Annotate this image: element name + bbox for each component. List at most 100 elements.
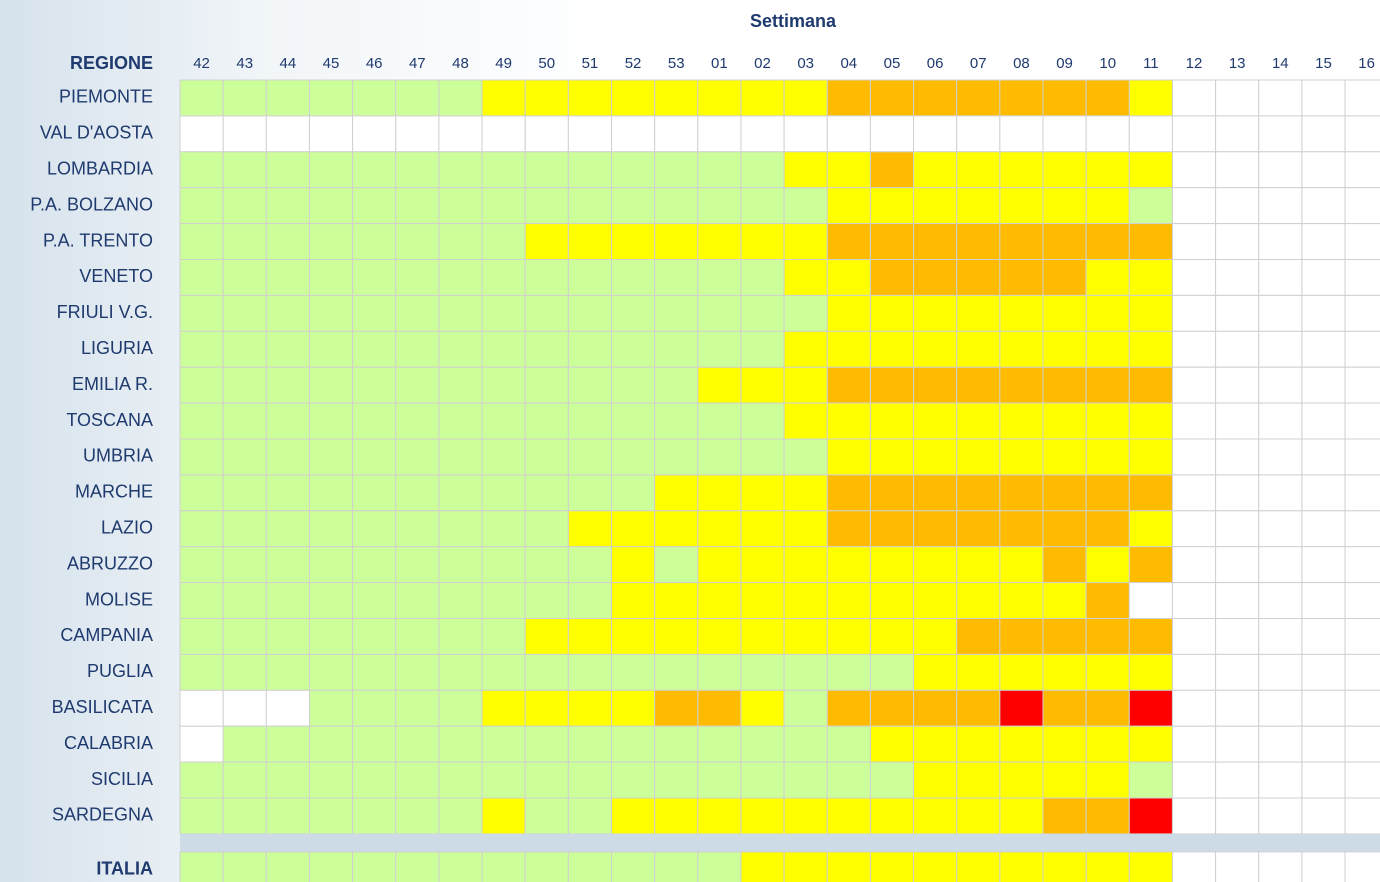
cell (179, 438, 224, 476)
cell (1301, 366, 1346, 404)
cell (352, 259, 397, 296)
cell (179, 761, 224, 799)
cell (1301, 618, 1346, 655)
cell (222, 474, 267, 512)
cell (1171, 653, 1217, 691)
cell (611, 851, 656, 882)
cell (438, 223, 483, 261)
cell (999, 689, 1044, 727)
cell (740, 725, 785, 763)
cell (1301, 582, 1346, 619)
cell (179, 187, 224, 225)
cell (395, 546, 440, 584)
cell (1128, 546, 1173, 584)
cell (1215, 761, 1260, 799)
column-label: 15 (1315, 55, 1332, 72)
cell (1042, 546, 1087, 584)
cell (395, 330, 440, 368)
cell (524, 330, 569, 368)
cell (222, 689, 267, 727)
cell (869, 582, 915, 619)
cell (567, 79, 612, 117)
cell (999, 330, 1044, 368)
cell (222, 618, 267, 655)
cell (956, 582, 1001, 619)
cell (1215, 689, 1260, 727)
cell (524, 618, 569, 655)
cell (395, 259, 440, 296)
cell (1215, 851, 1260, 882)
cell (308, 151, 354, 189)
cell (740, 510, 785, 548)
cell (783, 330, 828, 368)
cell (654, 851, 699, 882)
cell (1301, 115, 1346, 153)
cell (1344, 474, 1380, 512)
cell (481, 618, 526, 655)
cell (438, 187, 483, 225)
row-label: ABRUZZO (67, 553, 153, 573)
cell (567, 510, 612, 548)
cell (826, 294, 871, 332)
cell (352, 79, 397, 117)
cell (481, 294, 526, 332)
cell (783, 797, 828, 835)
cell (697, 582, 742, 619)
cell (395, 797, 440, 835)
cell (913, 851, 958, 882)
cell (1085, 582, 1130, 619)
cell (265, 259, 310, 296)
cell (1301, 851, 1346, 882)
cell (654, 797, 699, 835)
cell (1301, 187, 1346, 225)
cell (869, 438, 915, 476)
cell (913, 510, 958, 548)
cell (352, 725, 397, 763)
column-label: 10 (1099, 55, 1116, 72)
cell (783, 438, 828, 476)
row-label: EMILIA R. (72, 374, 153, 394)
cell (524, 546, 569, 584)
cell (999, 582, 1044, 619)
cell (611, 510, 656, 548)
cell (1215, 294, 1260, 332)
cell (1215, 618, 1260, 655)
cell (1085, 402, 1130, 440)
cell (222, 151, 267, 189)
cell (265, 402, 310, 440)
cell (395, 294, 440, 332)
cell (438, 546, 483, 584)
cell (1344, 223, 1380, 261)
cell (1301, 223, 1346, 261)
cell (438, 402, 483, 440)
cell (1215, 546, 1260, 584)
cell (438, 438, 483, 476)
cell (1215, 187, 1260, 225)
cell (999, 438, 1044, 476)
cell (395, 582, 440, 619)
cell (913, 259, 958, 296)
cell (697, 689, 742, 727)
cell (352, 546, 397, 584)
cell (179, 546, 224, 584)
cell (999, 115, 1044, 153)
cell (783, 510, 828, 548)
cell (438, 725, 483, 763)
cell (999, 402, 1044, 440)
cell (222, 330, 267, 368)
cell (999, 474, 1044, 512)
cell (611, 223, 656, 261)
cell (308, 366, 354, 404)
cell (740, 689, 785, 727)
cell (869, 618, 915, 655)
cell (308, 689, 354, 727)
cell (1171, 725, 1217, 763)
cell (481, 474, 526, 512)
cell (395, 851, 440, 882)
cell (1301, 797, 1346, 835)
cell (1215, 259, 1260, 296)
cell (265, 618, 310, 655)
cell (1301, 653, 1346, 691)
cell (1344, 151, 1380, 189)
column-label: 47 (409, 55, 426, 72)
